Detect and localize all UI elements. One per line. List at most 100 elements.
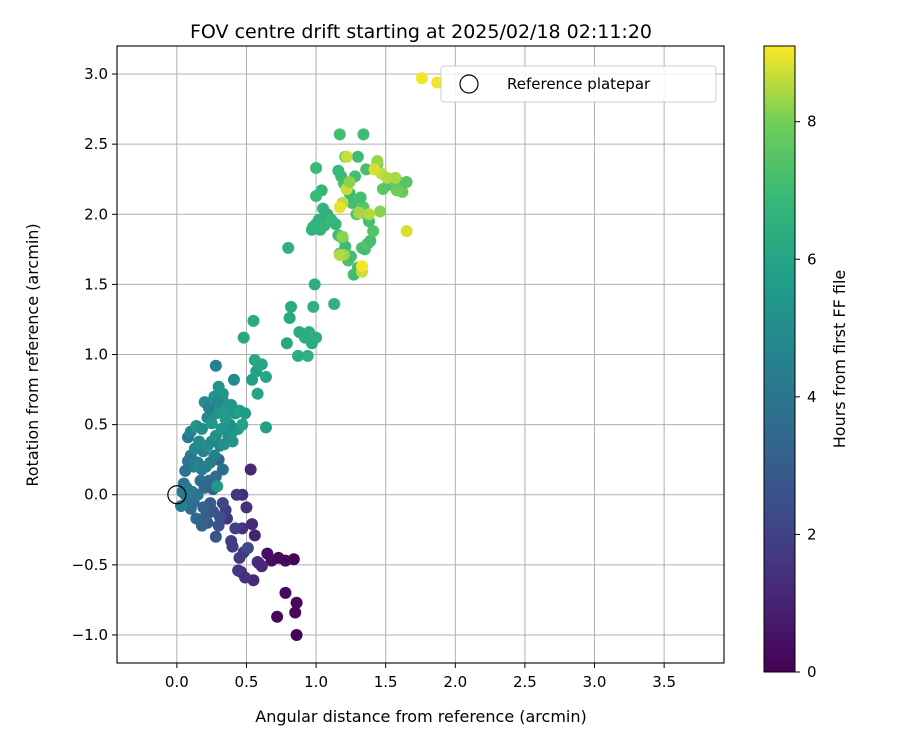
scatter-point (368, 163, 381, 176)
scatter-point (332, 164, 345, 177)
scatter-point (240, 501, 253, 514)
x-axis-label: Angular distance from reference (arcmin) (255, 707, 586, 726)
scatter-point (225, 535, 238, 548)
scatter-point (233, 551, 246, 564)
scatter-point (289, 606, 302, 619)
scatter-point (400, 225, 413, 238)
scatter-point (333, 128, 346, 141)
scatter-point (271, 610, 284, 623)
scatter-point (195, 422, 208, 435)
scatter-point (202, 401, 215, 414)
x-tick-label: 1.5 (374, 673, 398, 691)
y-tick-label: −0.5 (72, 556, 108, 574)
scatter-point (229, 522, 242, 535)
scatter-point (182, 455, 195, 468)
scatter-point (179, 464, 192, 477)
colorbar-ticks: 0 2 4 6 8 (795, 113, 817, 681)
scatter-point (308, 278, 321, 291)
scatter-point (247, 314, 260, 327)
scatter-point (290, 596, 303, 609)
x-axis-ticks: 0.0 0.5 1.0 1.5 2.0 2.5 3.0 3.5 (165, 663, 676, 691)
data-points (175, 72, 444, 641)
scatter-point (351, 150, 364, 163)
scatter-point (175, 499, 188, 512)
scatter-point (205, 417, 218, 430)
reference-platepar-marker (167, 485, 187, 505)
scatter-point (230, 488, 243, 501)
scatter-point (353, 206, 366, 219)
x-tick-label: 2.0 (443, 673, 467, 691)
scatter-point (362, 208, 375, 221)
scatter-point (333, 201, 346, 214)
scatter-point (226, 435, 239, 448)
scatter-point (346, 197, 359, 210)
scatter-point (236, 418, 249, 431)
scatter-point (381, 171, 394, 184)
scatter-point (207, 505, 220, 518)
scatter-point (356, 260, 369, 273)
colorbar-label: Hours from first FF file (830, 270, 849, 449)
x-tick-label: 0.5 (235, 673, 259, 691)
scatter-point (215, 422, 228, 435)
scatter-point (212, 519, 225, 532)
scatter-point (209, 359, 222, 372)
scatter-point (291, 349, 304, 362)
scatter-point (333, 248, 346, 261)
scatter-point (415, 72, 428, 85)
colorbar-tick-label: 8 (807, 113, 817, 131)
scatter-point (301, 349, 314, 362)
x-tick-label: 3.5 (652, 673, 676, 691)
scatter-point (255, 560, 268, 573)
scatter-point (390, 184, 403, 197)
colorbar-tick-label: 4 (807, 388, 817, 406)
scatter-point (232, 564, 245, 577)
scatter-point (259, 421, 272, 434)
scatter-point (248, 354, 261, 367)
y-tick-label: 0.0 (84, 486, 108, 504)
scatter-point (246, 518, 259, 531)
scatter-point (216, 497, 229, 510)
scatter-point (307, 220, 320, 233)
legend: Reference platepar (440, 65, 717, 103)
scatter-point (219, 413, 232, 426)
x-tick-label: 2.5 (513, 673, 537, 691)
scatter-point (389, 171, 402, 184)
colorbar: 0 2 4 6 8 Hours from first FF file (763, 45, 849, 681)
scatter-point (400, 176, 413, 189)
scatter-point (367, 225, 380, 238)
scatter-point (272, 551, 285, 564)
scatter-point (259, 370, 272, 383)
scatter-point (310, 190, 323, 203)
x-tick-label: 0.0 (165, 673, 189, 691)
legend-open-circle-icon (459, 74, 479, 94)
colorbar-tick-label: 6 (807, 250, 817, 268)
legend-box (440, 65, 717, 103)
scatter-point (360, 163, 373, 176)
scatter-point (283, 312, 296, 325)
scatter-point (227, 373, 240, 386)
colorbar-tick-label: 0 (807, 663, 817, 681)
scatter-point (280, 337, 293, 350)
grid-lines (117, 46, 724, 663)
y-tick-label: 2.5 (84, 135, 108, 153)
scatter-point (211, 480, 224, 493)
y-tick-label: 1.0 (84, 346, 108, 364)
y-tick-label: 2.0 (84, 205, 108, 223)
scatter-point (251, 387, 264, 400)
scatter-point (431, 76, 444, 89)
y-tick-label: 1.5 (84, 275, 108, 293)
y-tick-label: 0.5 (84, 416, 108, 434)
scatter-point (216, 463, 229, 476)
scatter-point (239, 407, 252, 420)
y-tick-label: −1.0 (72, 626, 108, 644)
scatter-point (307, 300, 320, 313)
scatter-point (340, 150, 353, 163)
scatter-point (209, 530, 222, 543)
scatter-point (190, 512, 203, 525)
scatter-point (343, 176, 356, 189)
scatter-point (248, 529, 261, 542)
y-axis-ticks: −1.0 −0.5 0.0 0.5 1.0 1.5 2.0 2.5 3.0 (72, 65, 117, 644)
colorbar-tick-label: 2 (807, 525, 817, 543)
scatter-point (310, 161, 323, 174)
